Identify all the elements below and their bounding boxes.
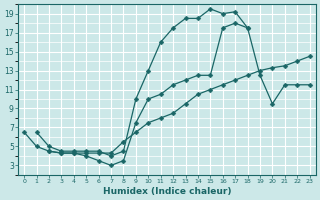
X-axis label: Humidex (Indice chaleur): Humidex (Indice chaleur) — [103, 187, 231, 196]
